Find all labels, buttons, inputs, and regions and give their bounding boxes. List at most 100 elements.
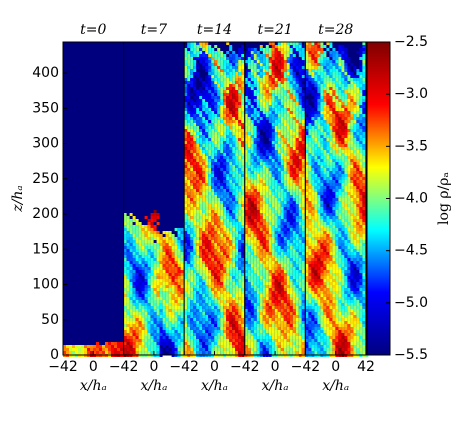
heatmap-cell [217, 69, 221, 72]
heatmap-cell [132, 261, 136, 264]
heatmap-cell [123, 279, 127, 282]
heatmap-cell [184, 150, 188, 153]
heatmap-cell [144, 333, 148, 336]
heatmap-cell [202, 48, 206, 51]
heatmap-cell [259, 324, 263, 327]
heatmap-cell [196, 63, 200, 66]
heatmap-cell [268, 309, 272, 312]
heatmap-cell [268, 324, 272, 327]
heatmap-cell [81, 348, 84, 351]
heatmap-cell [144, 315, 148, 318]
heatmap-cell [214, 132, 218, 135]
heatmap-cell [262, 120, 266, 123]
heatmap-cell [129, 306, 133, 309]
heatmap-cell [232, 198, 236, 201]
heatmap-cell [265, 273, 269, 276]
heatmap-cell [268, 291, 272, 294]
heatmap-cell [150, 303, 154, 306]
heatmap-cell [232, 162, 236, 165]
heatmap-cell [190, 213, 194, 216]
heatmap-cell [162, 321, 166, 324]
heatmap-cell [265, 318, 269, 321]
heatmap-cell [193, 234, 197, 237]
heatmap-cell [289, 219, 293, 222]
heatmap-cell [289, 144, 293, 147]
heatmap-cell [208, 174, 212, 177]
heatmap-cell [223, 348, 227, 351]
heatmap-cell [211, 255, 215, 258]
heatmap-cell [289, 135, 293, 138]
heatmap-cell [277, 144, 281, 147]
heatmap-cell [226, 66, 230, 69]
heatmap-cell [211, 51, 215, 54]
heatmap-cell [205, 213, 209, 216]
heatmap-cell [247, 78, 251, 81]
heatmap-cell [174, 261, 178, 264]
heatmap-cell [241, 204, 245, 207]
heatmap-cell [190, 42, 194, 45]
heatmap-cell [229, 243, 233, 246]
heatmap-cell [229, 108, 233, 111]
heatmap-cell [141, 303, 145, 306]
heatmap-cell [283, 87, 287, 90]
heatmap-cell [274, 156, 278, 159]
heatmap-cell [199, 45, 203, 48]
heatmap-cell [229, 180, 233, 183]
heatmap-cell [286, 309, 290, 312]
heatmap-cell [187, 78, 191, 81]
heatmap-cell [232, 294, 236, 297]
heatmap-cell [190, 210, 194, 213]
heatmap-cell [120, 342, 123, 345]
heatmap-cell [180, 285, 184, 288]
heatmap-cell [199, 90, 203, 93]
heatmap-cell [232, 225, 236, 228]
heatmap-cell [283, 255, 287, 258]
heatmap-cell [268, 345, 272, 348]
heatmap-cell [262, 330, 266, 333]
heatmap-cell [259, 75, 263, 78]
heatmap-cell [295, 159, 299, 162]
heatmap-cell [217, 345, 221, 348]
heatmap-cell [235, 144, 239, 147]
heatmap-cell [223, 84, 227, 87]
heatmap-cell [268, 174, 272, 177]
heatmap-cell [244, 153, 248, 156]
heatmap-cell [217, 219, 221, 222]
heatmap-cell [220, 264, 224, 267]
heatmap-cell [217, 240, 221, 243]
heatmap-cell [262, 204, 266, 207]
heatmap-cell [211, 339, 215, 342]
heatmap-cell [229, 87, 233, 90]
heatmap-cell [238, 183, 242, 186]
heatmap-cell [217, 222, 221, 225]
heatmap-cell [271, 132, 275, 135]
heatmap-cell [211, 219, 215, 222]
heatmap-cell [199, 297, 203, 300]
heatmap-cell [250, 60, 254, 63]
heatmap-cell [250, 144, 254, 147]
heatmap-cell [193, 225, 197, 228]
heatmap-cell [244, 288, 248, 291]
heatmap-cell [214, 180, 218, 183]
heatmap-cell [184, 309, 188, 312]
heatmap-cell [187, 168, 191, 171]
heatmap-cell [217, 318, 221, 321]
heatmap-cell [171, 351, 175, 354]
heatmap-cell [244, 57, 248, 60]
heatmap-cell [141, 348, 145, 351]
heatmap-cell [283, 132, 287, 135]
heatmap-cell [202, 345, 206, 348]
heatmap-cell [244, 99, 248, 102]
heatmap-cell [292, 159, 296, 162]
heatmap-cell [292, 252, 296, 255]
heatmap-cell [223, 306, 227, 309]
heatmap-cell [256, 171, 260, 174]
heatmap-cell [199, 231, 203, 234]
heatmap-cell [250, 252, 254, 255]
heatmap-cell [277, 102, 281, 105]
heatmap-cell [202, 177, 206, 180]
heatmap-cell [156, 342, 160, 345]
heatmap-cell [241, 318, 245, 321]
heatmap-cell [244, 138, 248, 141]
heatmap-cell [193, 189, 197, 192]
